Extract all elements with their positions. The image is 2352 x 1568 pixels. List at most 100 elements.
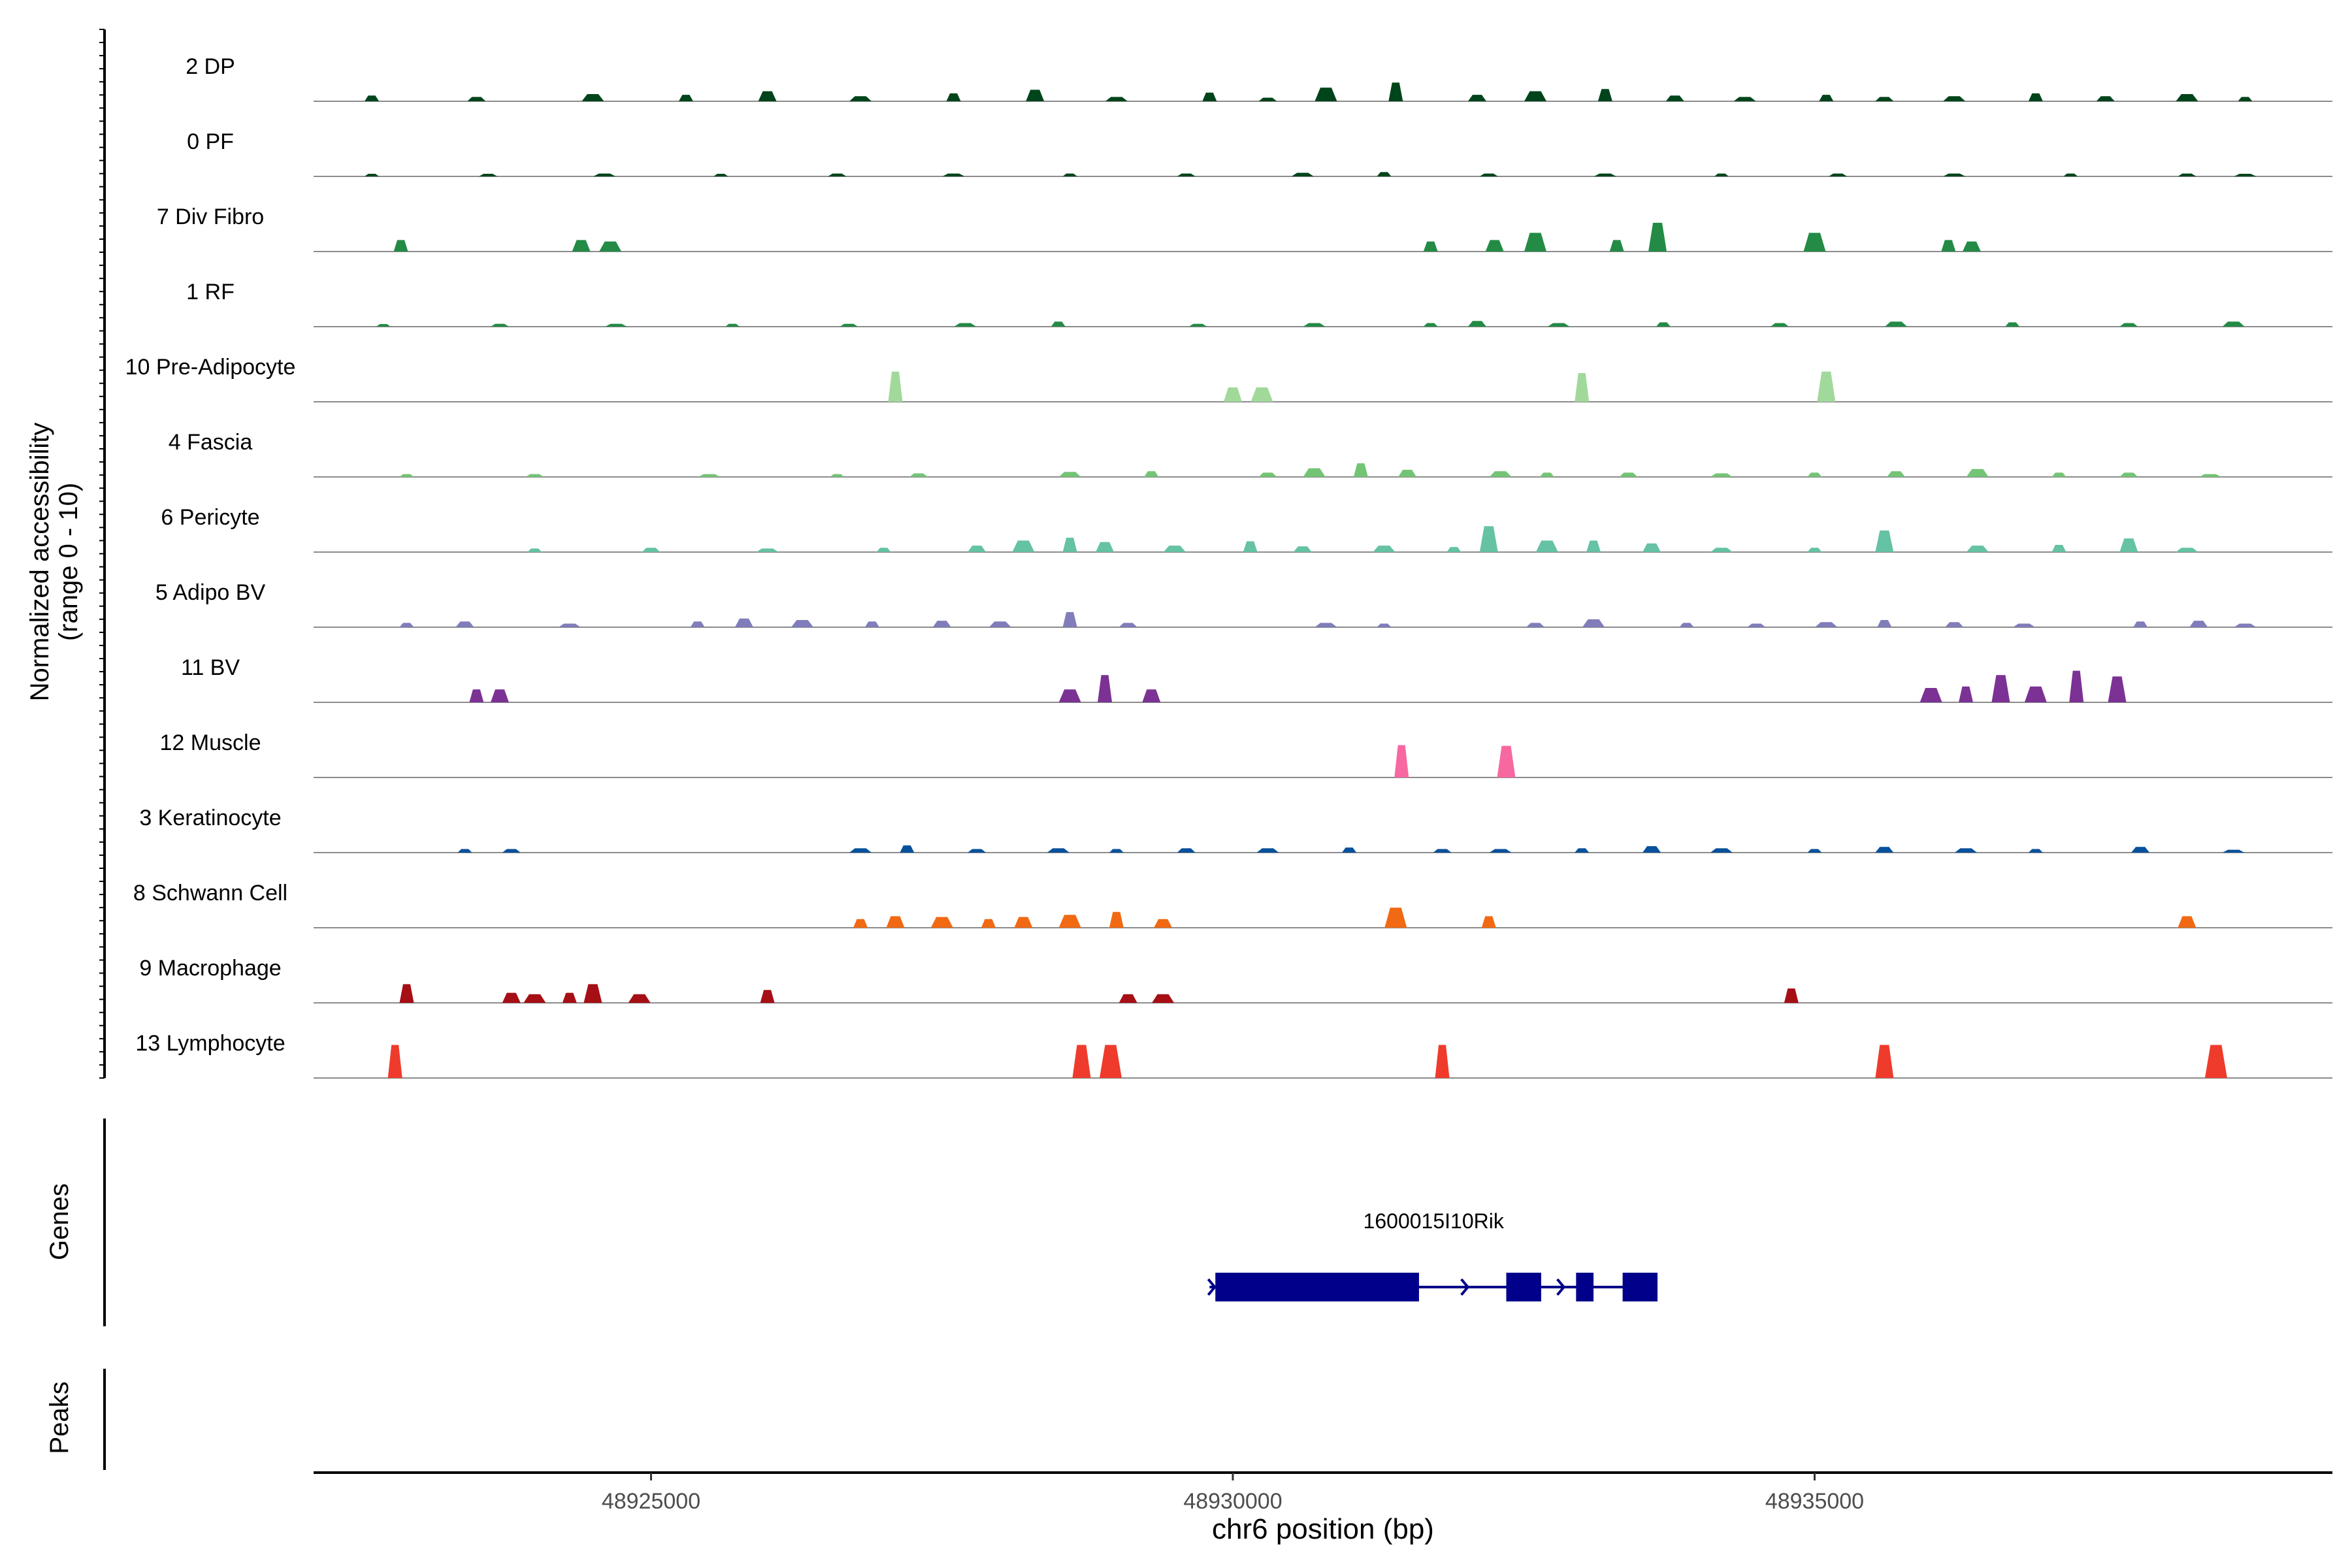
coverage-peak bbox=[562, 992, 577, 1003]
coverage-peak bbox=[1771, 323, 1789, 327]
coverage-peak bbox=[1072, 1045, 1091, 1078]
coverage-peak bbox=[1258, 97, 1277, 101]
track-label: 3 Keratinocyte bbox=[139, 806, 281, 830]
coverage-peak bbox=[1177, 848, 1196, 853]
coverage-peak bbox=[678, 95, 693, 101]
coverage-peak bbox=[376, 324, 391, 327]
coverage-peak bbox=[1342, 847, 1357, 853]
coverage-peak bbox=[572, 240, 591, 252]
coverage-peak bbox=[1954, 848, 1977, 853]
coverage-peak bbox=[2131, 847, 2150, 853]
coverage-peak bbox=[1807, 849, 1822, 853]
coverage-peak bbox=[888, 371, 903, 402]
coverage-peak bbox=[734, 618, 753, 627]
track-10-pre-adipocyte: 10 Pre-Adipocyte bbox=[125, 355, 2332, 402]
coverage-peak bbox=[1119, 994, 1137, 1003]
track-label: 6 Pericyte bbox=[161, 505, 259, 530]
coverage-peak bbox=[853, 919, 868, 928]
coverage-peak bbox=[1303, 323, 1326, 327]
coverage-peak bbox=[1109, 849, 1124, 853]
coverage-peak bbox=[1062, 173, 1077, 176]
coverage-peak bbox=[2096, 96, 2115, 101]
coverage-peak bbox=[1014, 917, 1033, 928]
coverage-peak bbox=[1875, 531, 1894, 552]
coverage-peak bbox=[399, 474, 414, 477]
coverage-peak bbox=[909, 473, 928, 477]
coverage-peak bbox=[1293, 546, 1312, 552]
coverage-peak bbox=[2198, 474, 2221, 477]
coverage-peak bbox=[2133, 621, 2148, 627]
coverage-peak bbox=[713, 174, 728, 176]
coverage-peak bbox=[2204, 1045, 2227, 1078]
coverage-peak bbox=[758, 91, 777, 101]
coverage-peak bbox=[1142, 689, 1161, 702]
coverage-peak bbox=[2234, 623, 2257, 627]
coverage-peak bbox=[1966, 468, 1989, 477]
coverage-peak bbox=[1423, 241, 1438, 252]
coverage-peak bbox=[1062, 538, 1077, 552]
coverage-peak bbox=[946, 93, 961, 101]
coverage-peak bbox=[1710, 547, 1733, 552]
x-axis: 48925000 48930000 48935000 bbox=[314, 1471, 2332, 1514]
coverage-peak bbox=[1817, 371, 1836, 402]
coverage-peak bbox=[1489, 849, 1512, 853]
strand-arrow bbox=[1460, 1278, 1470, 1296]
genes-track-label: Genes bbox=[45, 1183, 74, 1260]
coverage-peak bbox=[698, 474, 721, 477]
coverage-peak bbox=[642, 547, 661, 552]
gene-exon bbox=[1622, 1273, 1658, 1301]
coverage-peak bbox=[1609, 240, 1624, 252]
coverage-peak bbox=[1058, 689, 1081, 702]
coverage-peak bbox=[1991, 675, 2010, 702]
coverage-peak bbox=[502, 849, 521, 853]
track-label: 13 Lymphocyte bbox=[135, 1031, 285, 1056]
peaks-track-label: Peaks bbox=[45, 1381, 74, 1454]
coverage-peak bbox=[1710, 848, 1733, 853]
x-tick-label: 48935000 bbox=[1765, 1489, 1864, 1514]
coverage-peak bbox=[2005, 322, 2020, 327]
coverage-peak bbox=[1154, 919, 1173, 928]
coverage-peak bbox=[1875, 847, 1894, 853]
coverage-peak bbox=[523, 994, 546, 1003]
coverage-peak bbox=[599, 241, 622, 252]
track-label: 1 RF bbox=[186, 280, 235, 304]
coverage-peak bbox=[1819, 95, 1834, 101]
track-5-adipo-bv: 5 Adipo BV bbox=[155, 580, 2332, 628]
coverage-peak bbox=[1815, 622, 1838, 627]
coverage-peak bbox=[2063, 173, 2078, 176]
coverage-peak bbox=[988, 621, 1011, 627]
coverage-peak bbox=[605, 323, 628, 327]
coverage-peak bbox=[1058, 472, 1081, 477]
coverage-peak bbox=[1099, 1045, 1122, 1078]
coverage-tracks: 2 DP 0 PF 7 Div Fibro 1 RF 10 Pre-Adipocyte 4… bbox=[125, 54, 2332, 1079]
coverage-peak bbox=[968, 546, 987, 552]
coverage-peak bbox=[1945, 622, 1964, 627]
coverage-peak bbox=[1586, 540, 1601, 552]
track-0-pf: 0 PF bbox=[187, 129, 2332, 177]
coverage-peak bbox=[1223, 387, 1242, 402]
coverage-peak bbox=[1058, 915, 1081, 928]
track-label: 11 BV bbox=[181, 655, 240, 680]
coverage-peak bbox=[1807, 547, 1822, 552]
coverage-peak bbox=[502, 992, 521, 1003]
coverage-peak bbox=[399, 984, 414, 1003]
coverage-peak bbox=[1535, 540, 1558, 552]
coverage-peak bbox=[1423, 323, 1438, 327]
track-7-div-fibro: 7 Div Fibro bbox=[157, 204, 2332, 252]
coverage-peak bbox=[525, 474, 544, 477]
coverage-peak bbox=[1446, 547, 1462, 552]
coverage-peak bbox=[1575, 373, 1590, 402]
coverage-peak bbox=[1398, 470, 1417, 477]
coverage-peak bbox=[1497, 745, 1516, 777]
gene-name-label: 1600015I10Rik bbox=[1364, 1209, 1505, 1233]
coverage-peak bbox=[1258, 472, 1277, 477]
coverage-peak bbox=[1885, 321, 1908, 327]
coverage-peak bbox=[1250, 387, 1273, 402]
coverage-peak bbox=[1485, 240, 1504, 252]
x-tick-label: 48925000 bbox=[602, 1489, 700, 1514]
coverage-peak bbox=[365, 174, 380, 176]
coverage-peak bbox=[2013, 623, 2036, 627]
coverage-peak bbox=[2189, 621, 2208, 627]
coverage-peak bbox=[2222, 849, 2245, 853]
